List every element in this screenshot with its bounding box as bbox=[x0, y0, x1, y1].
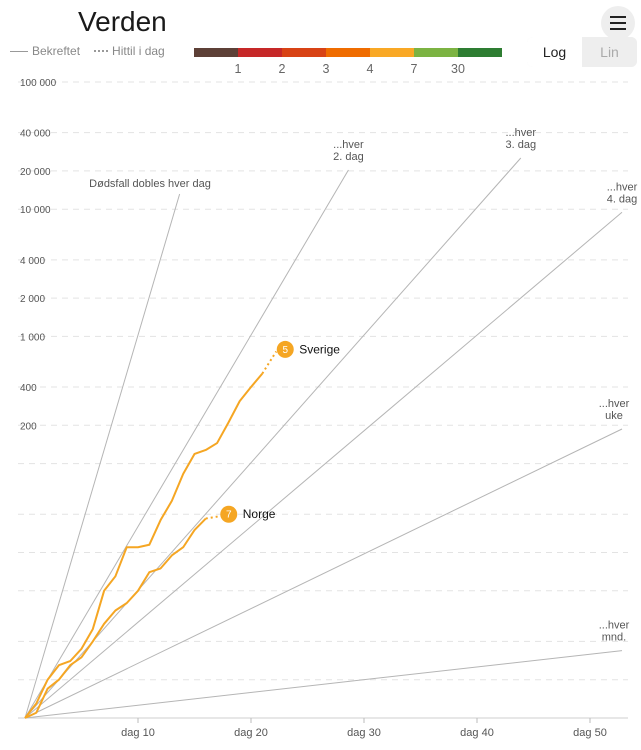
reference-line-label: 2. dag bbox=[333, 151, 364, 163]
y-tick-label: 2 000 bbox=[20, 294, 45, 305]
hamburger-icon-bar-1 bbox=[610, 16, 626, 18]
color-scale-segment bbox=[414, 48, 458, 57]
reference-line bbox=[24, 650, 623, 719]
color-scale-segment bbox=[282, 48, 326, 57]
x-tick-label: dag 20 bbox=[234, 727, 268, 739]
x-tick-label: dag 40 bbox=[460, 727, 494, 739]
series-badge-text: 7 bbox=[226, 510, 232, 521]
scale-toggle[interactable]: Log Lin bbox=[527, 37, 637, 67]
color-scale-label: 7 bbox=[410, 62, 418, 76]
y-tick-label: 10 000 bbox=[20, 205, 51, 216]
hamburger-icon-bar-3 bbox=[610, 28, 626, 30]
doubling-color-scale bbox=[194, 48, 502, 57]
color-scale-segment bbox=[370, 48, 414, 57]
reference-line-label: uke bbox=[605, 410, 623, 422]
x-tick-label: dag 30 bbox=[347, 727, 381, 739]
line-style-legend: Bekreftet Hittil i dag bbox=[10, 44, 165, 58]
y-tick-label: 1 000 bbox=[20, 332, 45, 343]
page-title: Verden bbox=[78, 6, 167, 37]
series-end-badge bbox=[220, 505, 238, 523]
lin-scale-button[interactable]: Lin bbox=[582, 37, 637, 67]
reference-line-label: mnd. bbox=[602, 632, 626, 644]
series-end-badge bbox=[276, 340, 294, 358]
y-tick-label: 100 000 bbox=[20, 78, 57, 89]
color-scale-segment bbox=[238, 48, 282, 57]
color-scale-label: 3 bbox=[322, 62, 330, 76]
color-scale-label: 4 bbox=[366, 62, 374, 76]
reference-line-label: Dødsfall dobles hver dag bbox=[89, 178, 211, 190]
x-tick-label: dag 50 bbox=[573, 727, 607, 739]
reference-line bbox=[24, 428, 623, 719]
reference-line-label: ...hver bbox=[607, 181, 638, 193]
dotted-line-icon bbox=[94, 50, 109, 52]
reference-line-label: 3. dag bbox=[505, 139, 536, 151]
hamburger-icon-bar-2 bbox=[610, 22, 626, 24]
y-tick-label: 200 bbox=[20, 421, 37, 432]
y-tick-label: 400 bbox=[20, 383, 37, 394]
y-tick-label: 40 000 bbox=[20, 129, 51, 140]
legend-confirmed: Bekreftet bbox=[10, 44, 80, 58]
series-today-line bbox=[205, 515, 220, 520]
series-name-label: Norge bbox=[243, 507, 276, 521]
reference-line bbox=[24, 157, 522, 719]
legend-sofar-label: Hittil i dag bbox=[112, 44, 165, 58]
reference-line-label: ...hver bbox=[505, 127, 536, 139]
menu-button[interactable] bbox=[601, 6, 635, 40]
reference-line bbox=[24, 193, 181, 719]
color-scale-label: 30 bbox=[451, 62, 465, 76]
series-line bbox=[24, 517, 207, 719]
reference-line-label: ...hver bbox=[599, 398, 630, 410]
x-tick-label: dag 10 bbox=[121, 727, 155, 739]
y-tick-label: 4 000 bbox=[20, 256, 45, 267]
reference-line-label: 4. dag bbox=[607, 193, 638, 205]
reference-line bbox=[24, 211, 623, 719]
reference-line-label: ...hver bbox=[333, 139, 364, 151]
solid-line-icon bbox=[10, 50, 28, 52]
series-name-label: Sverige bbox=[299, 342, 340, 356]
color-scale-label: 2 bbox=[278, 62, 286, 76]
log-scale-button[interactable]: Log bbox=[527, 37, 582, 67]
series-badge-text: 5 bbox=[282, 345, 288, 356]
color-scale-segment bbox=[194, 48, 238, 57]
series-today-line bbox=[261, 350, 278, 375]
series-line bbox=[24, 372, 264, 719]
color-scale-labels: 1 2 3 4 7 30 bbox=[194, 62, 502, 76]
reference-line-label: ...hver bbox=[599, 620, 630, 632]
color-scale-segment bbox=[458, 48, 502, 57]
y-tick-label: 20 000 bbox=[20, 167, 51, 178]
legend-confirmed-label: Bekreftet bbox=[32, 44, 81, 58]
reference-line bbox=[24, 169, 349, 719]
legend-sofar: Hittil i dag bbox=[94, 44, 165, 58]
color-scale-label: 1 bbox=[234, 62, 242, 76]
color-scale-segment bbox=[326, 48, 370, 57]
